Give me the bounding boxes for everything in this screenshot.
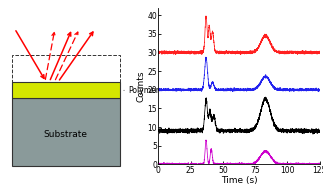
Y-axis label: Counts: Counts — [137, 70, 146, 102]
Bar — [12, 98, 120, 166]
Bar — [12, 55, 120, 98]
Text: Substrate: Substrate — [44, 130, 88, 139]
Text: Polymer: Polymer — [128, 86, 159, 95]
X-axis label: Time (s): Time (s) — [221, 176, 257, 185]
Bar — [12, 82, 120, 98]
